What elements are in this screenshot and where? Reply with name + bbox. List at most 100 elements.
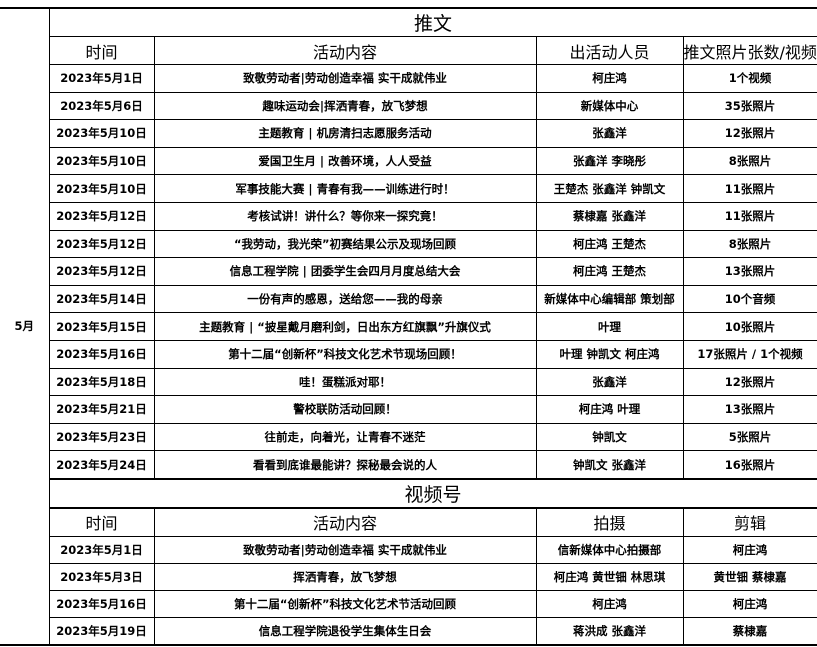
- activity-table: 5月 推文 时间 活动内容 出活动人员 推文照片张数/视频 2023年5月1日致…: [0, 7, 817, 646]
- cell-media: 10张照片: [682, 312, 817, 341]
- header-content: 活动内容: [153, 36, 537, 65]
- cell-date: 2023年5月21日: [48, 395, 155, 424]
- cell-media: 黄世钿 蔡棣嘉: [682, 562, 817, 591]
- tweet-row: 2023年5月16日 第十二届“创新杯”科技文化艺术节现场回顾！ 叶理 钟凯文 柯庄…: [0, 339, 817, 369]
- cell-date: 2023年5月19日: [48, 616, 155, 646]
- cell-staff: 蔡棣嘉 张鑫洋: [535, 201, 684, 231]
- cell-staff: 叶理: [535, 312, 684, 341]
- video-header-row: 时间 活动内容 拍摄 剪辑: [0, 506, 817, 537]
- cell-date: 2023年5月6日: [48, 91, 155, 121]
- month-cell: 5月: [0, 7, 50, 646]
- video-row: 2023年5月1日 致敬劳动者|劳动创造幸福 实干成就伟业 信新媒体中心拍摄部 柯庄鸿: [0, 535, 817, 564]
- cell-staff: 钟凯文 张鑫洋: [535, 450, 684, 480]
- cell-date: 2023年5月18日: [48, 367, 155, 397]
- cell-staff: 柯庄鸿 黄世钿 林思琪: [535, 562, 684, 591]
- cell-media: 柯庄鸿: [682, 535, 817, 564]
- cell-staff: 张鑫洋: [535, 119, 684, 148]
- cell-media: 8张照片: [682, 146, 817, 176]
- cell-content: 考核试讲！讲什么？等你来一探究竟！: [153, 201, 537, 231]
- cell-media: 柯庄鸿: [682, 589, 817, 618]
- tweet-row: 2023年5月12日 信息工程学院 | 团委学生会四月月度总结大会 柯庄鸿 王楚杰 1…: [0, 257, 817, 286]
- cell-content: 爱国卫生月 | 改善环境，人人受益: [153, 146, 537, 176]
- tweets-header-row: 时间 活动内容 出活动人员 推文照片张数/视频: [0, 36, 817, 65]
- tweets-section-title: 推文: [48, 7, 817, 37]
- cell-staff: 信新媒体中心拍摄部: [535, 535, 684, 564]
- cell-content: 致敬劳动者|劳动创造幸福 实干成就伟业: [153, 64, 537, 93]
- cell-content: 致敬劳动者|劳动创造幸福 实干成就伟业: [153, 535, 537, 564]
- cell-media: 12张照片: [682, 367, 817, 397]
- cell-staff: 叶理 钟凯文 柯庄鸿: [535, 339, 684, 369]
- cell-content: 信息工程学院退役学生集体生日会: [153, 616, 537, 646]
- cell-staff: 新媒体中心编辑部 策划部: [535, 284, 684, 314]
- tweet-row: 2023年5月12日 考核试讲！讲什么？等你来一探究竟！ 蔡棣嘉 张鑫洋 11张照片: [0, 201, 817, 231]
- cell-date: 2023年5月10日: [48, 174, 155, 203]
- tweets-title-row: 5月 推文: [0, 7, 817, 646]
- header-media: 推文照片张数/视频: [682, 36, 817, 65]
- cell-staff: 钟凯文: [535, 422, 684, 452]
- cell-content: 趣味运动会|挥洒青春，放飞梦想: [153, 91, 537, 121]
- video-row: 2023年5月16日 第十二届“创新杯”科技文化艺术节活动回顾 柯庄鸿 柯庄鸿: [0, 589, 817, 618]
- video-section-title: 视频号: [48, 477, 817, 509]
- cell-date: 2023年5月15日: [48, 312, 155, 341]
- cell-media: 35张照片: [682, 91, 817, 121]
- cell-content: “我劳动，我光荣”初赛结果公示及现场回顾: [153, 229, 537, 259]
- tweet-row: 2023年5月18日 哇！蛋糕派对耶！ 张鑫洋 12张照片: [0, 367, 817, 397]
- cell-content: 哇！蛋糕派对耶！: [153, 367, 537, 397]
- cell-staff: 王楚杰 张鑫洋 钟凯文: [535, 174, 684, 203]
- cell-date: 2023年5月1日: [48, 64, 155, 93]
- cell-date: 2023年5月16日: [48, 589, 155, 618]
- tweet-row: 2023年5月12日 “我劳动，我光荣”初赛结果公示及现场回顾 柯庄鸿 王楚杰 8张照…: [0, 229, 817, 259]
- tweet-row: 2023年5月10日 主题教育 | 机房清扫志愿服务活动 张鑫洋 12张照片: [0, 119, 817, 148]
- tweet-row: 2023年5月6日 趣味运动会|挥洒青春，放飞梦想 新媒体中心 35张照片: [0, 91, 817, 121]
- cell-staff: 蒋洪成 张鑫洋: [535, 616, 684, 646]
- tweet-row: 2023年5月14日 一份有声的感恩，送给您——我的母亲 新媒体中心编辑部 策划部 1…: [0, 284, 817, 314]
- cell-content: 军事技能大赛 | 青春有我——训练进行时！: [153, 174, 537, 203]
- tweet-row: 2023年5月24日 看看到底谁最能讲？探秘最会说的人 钟凯文 张鑫洋 16张照片: [0, 450, 817, 480]
- tweet-row: 2023年5月10日 军事技能大赛 | 青春有我——训练进行时！ 王楚杰 张鑫洋 钟…: [0, 174, 817, 203]
- cell-staff: 张鑫洋 李晓彤: [535, 146, 684, 176]
- cell-date: 2023年5月14日: [48, 284, 155, 314]
- video-row: 2023年5月19日 信息工程学院退役学生集体生日会 蒋洪成 张鑫洋 蔡棣嘉: [0, 616, 817, 646]
- cell-media: 8张照片: [682, 229, 817, 259]
- header-time: 时间: [48, 506, 155, 537]
- tweet-row: 2023年5月10日 爱国卫生月 | 改善环境，人人受益 张鑫洋 李晓彤 8张照片: [0, 146, 817, 176]
- cell-date: 2023年5月10日: [48, 119, 155, 148]
- cell-content: 警校联防活动回顾！: [153, 395, 537, 424]
- cell-date: 2023年5月12日: [48, 257, 155, 286]
- cell-date: 2023年5月16日: [48, 339, 155, 369]
- cell-media: 5张照片: [682, 422, 817, 452]
- cell-media: 17张照片 / 1个视频: [682, 339, 817, 369]
- cell-media: 16张照片: [682, 450, 817, 480]
- tweet-row: 2023年5月1日 致敬劳动者|劳动创造幸福 实干成就伟业 柯庄鸿 1个视频: [0, 64, 817, 93]
- cell-staff: 柯庄鸿 王楚杰: [535, 257, 684, 286]
- cell-staff: 柯庄鸿 王楚杰: [535, 229, 684, 259]
- cell-date: 2023年5月10日: [48, 146, 155, 176]
- tweet-row: 2023年5月21日 警校联防活动回顾！ 柯庄鸿 叶理 13张照片: [0, 395, 817, 424]
- header-time: 时间: [48, 36, 155, 65]
- cell-content: 看看到底谁最能讲？探秘最会说的人: [153, 450, 537, 480]
- cell-content: 主题教育 | “披星戴月磨利剑，日出东方红旗飘”升旗仪式: [153, 312, 537, 341]
- tweet-row: 2023年5月23日 往前走，向着光，让青春不迷茫 钟凯文 5张照片: [0, 422, 817, 452]
- cell-content: 主题教育 | 机房清扫志愿服务活动: [153, 119, 537, 148]
- cell-date: 2023年5月3日: [48, 562, 155, 591]
- header-shooting: 拍摄: [535, 506, 684, 537]
- cell-content: 第十二届“创新杯”科技文化艺术节现场回顾！: [153, 339, 537, 369]
- header-content: 活动内容: [153, 506, 537, 537]
- cell-staff: 柯庄鸿 叶理: [535, 395, 684, 424]
- cell-content: 第十二届“创新杯”科技文化艺术节活动回顾: [153, 589, 537, 618]
- cell-media: 蔡棣嘉: [682, 616, 817, 646]
- cell-media: 10个音频: [682, 284, 817, 314]
- cell-staff: 张鑫洋: [535, 367, 684, 397]
- cell-date: 2023年5月23日: [48, 422, 155, 452]
- header-editing: 剪辑: [682, 506, 817, 537]
- video-title-row: 视频号: [0, 477, 817, 509]
- cell-content: 往前走，向着光，让青春不迷茫: [153, 422, 537, 452]
- cell-media: 13张照片: [682, 257, 817, 286]
- cell-staff: 柯庄鸿: [535, 589, 684, 618]
- cell-date: 2023年5月1日: [48, 535, 155, 564]
- cell-date: 2023年5月12日: [48, 229, 155, 259]
- cell-media: 11张照片: [682, 201, 817, 231]
- cell-content: 挥洒青春，放飞梦想: [153, 562, 537, 591]
- cell-media: 12张照片: [682, 119, 817, 148]
- cell-content: 一份有声的感恩，送给您——我的母亲: [153, 284, 537, 314]
